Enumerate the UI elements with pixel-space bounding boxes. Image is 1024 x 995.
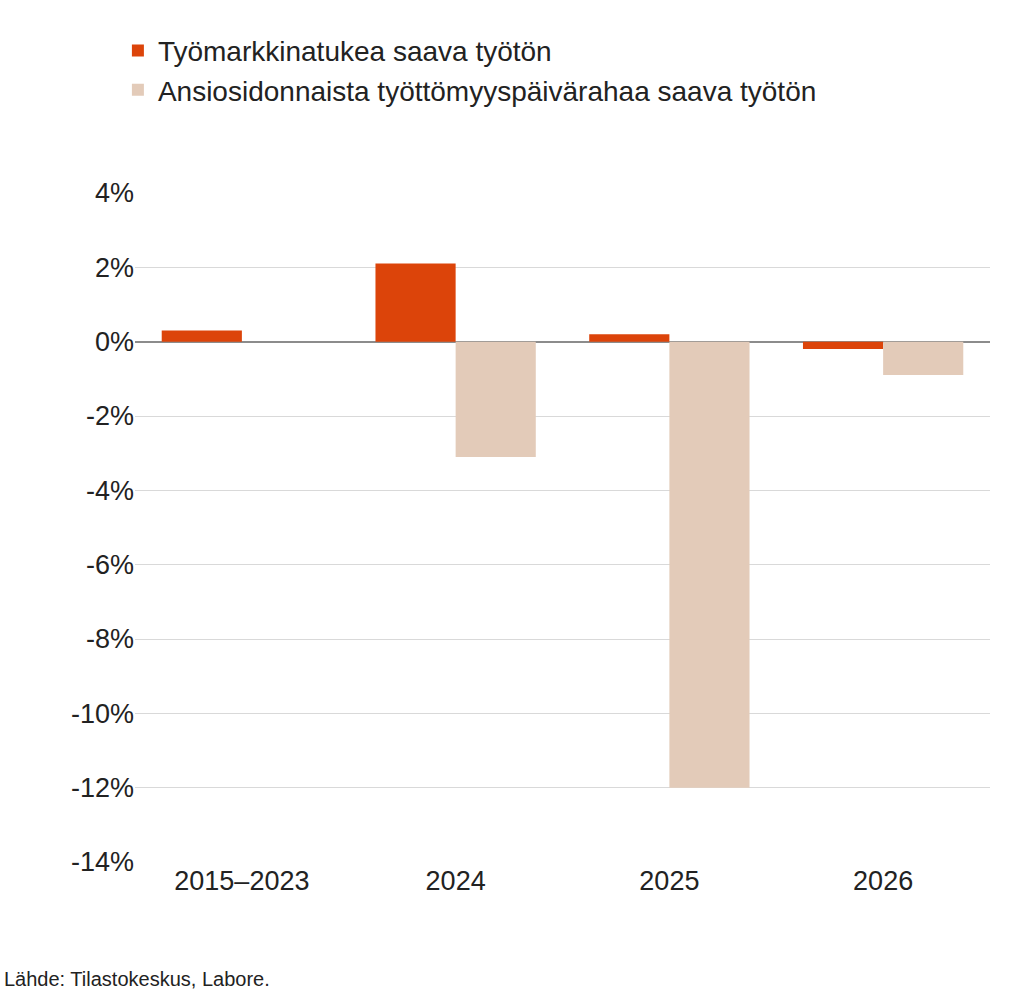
- svg-text:2%: 2%: [95, 253, 134, 283]
- svg-text:-4%: -4%: [86, 476, 134, 506]
- svg-text:-8%: -8%: [86, 624, 134, 654]
- svg-text:-14%: -14%: [71, 847, 134, 877]
- svg-text:Työmarkkinatukea saava työtön: Työmarkkinatukea saava työtön: [158, 36, 552, 67]
- svg-text:4%: 4%: [95, 178, 134, 208]
- svg-text:2025: 2025: [639, 866, 699, 896]
- svg-text:2026: 2026: [853, 866, 913, 896]
- svg-text:Ansiosidonnaista työttömyyspäi: Ansiosidonnaista työttömyyspäivärahaa sa…: [158, 76, 816, 107]
- svg-text:2024: 2024: [426, 866, 486, 896]
- svg-text:-2%: -2%: [86, 401, 134, 431]
- svg-text:Lähde: Tilastokeskus, Labore.: Lähde: Tilastokeskus, Labore.: [4, 968, 270, 990]
- svg-text:-12%: -12%: [71, 773, 134, 803]
- svg-text:-6%: -6%: [86, 550, 134, 580]
- svg-text:-10%: -10%: [71, 699, 134, 729]
- svg-text:2015–2023: 2015–2023: [174, 866, 309, 896]
- svg-text:0%: 0%: [95, 327, 134, 357]
